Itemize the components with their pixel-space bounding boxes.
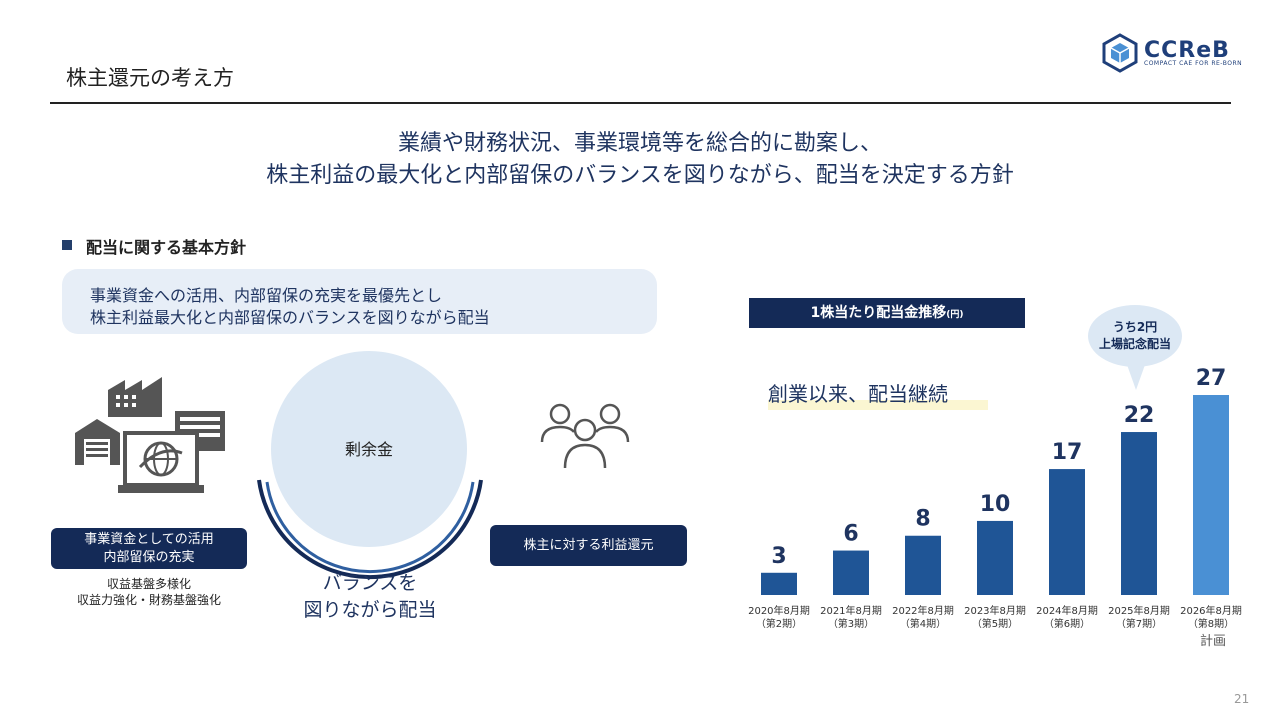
- bar-value-label-7: 27: [1196, 366, 1227, 391]
- category-label-7-1: 2026年8月期: [1180, 604, 1242, 617]
- category-label-6-1: 2025年8月期: [1108, 604, 1170, 617]
- bar-1: [761, 572, 797, 595]
- page-title: 株主還元の考え方: [66, 66, 234, 90]
- business-funds-line-1: 事業資金としての活用: [84, 532, 214, 547]
- policy-line-2: 株主利益最大化と内部留保のバランスを図りながら配当: [90, 308, 490, 327]
- section-heading: 配当に関する基本方針: [86, 238, 247, 257]
- ccreb-logo-icon: [1102, 33, 1138, 73]
- bubble-line-1: うち2円: [1112, 320, 1158, 334]
- bar-3: [905, 535, 941, 595]
- business-funds-line-2: 内部留保の充実: [103, 550, 195, 565]
- shareholder-return-box: 株主に対する利益還元: [490, 525, 687, 566]
- chart-title-unit: (円): [946, 310, 964, 320]
- category-label-7-2: （第8期）: [1188, 617, 1234, 630]
- factory-office-computer-icon: [75, 377, 225, 493]
- page-number: 21: [1234, 692, 1250, 706]
- chart-title-main: 1株当たり配当金推移: [810, 305, 947, 321]
- tagline-highlight: [768, 400, 988, 410]
- surplus-label: 剰余金: [344, 440, 393, 459]
- section-bullet-icon: [62, 240, 72, 250]
- category-label-3-1: 2022年8月期: [892, 604, 954, 617]
- dividend-bar-chart: 3 2020年8月期（第2期） 6 2021年8月期（第3期） 8 2022年8月期（第4…: [748, 366, 1242, 630]
- balance-arcs: [257, 479, 483, 579]
- business-funds-box: 事業資金としての活用 内部留保の充実: [51, 528, 247, 569]
- bubble-text: うち2円 上場記念配当: [1088, 319, 1182, 353]
- category-label-1-2: （第2期）: [756, 617, 802, 630]
- bar-4: [977, 520, 1013, 595]
- bubble-tail: [1126, 362, 1146, 390]
- logo-tagline: COMPACT CAE FOR RE-BORN: [1144, 60, 1243, 67]
- bar-value-label-6: 22: [1124, 403, 1155, 428]
- title-divider: [50, 102, 1231, 104]
- category-label-1-1: 2020年8月期: [748, 604, 810, 617]
- bar-value-label-1: 3: [771, 544, 786, 569]
- balance-line-2: 図りながら配当: [303, 599, 437, 621]
- balance-line-1: バランスを: [322, 572, 418, 594]
- headline-line-1: 業績や財務状況、事業環境等を総合的に勘案し、: [397, 131, 882, 156]
- chart-tagline: 創業以来、配当継続: [768, 382, 948, 406]
- bar-5: [1049, 469, 1085, 595]
- bar-7: [1193, 395, 1229, 595]
- category-label-4-1: 2023年8月期: [964, 604, 1026, 617]
- policy-line-1: 事業資金への活用、内部留保の充実を最優先とし: [90, 286, 443, 305]
- people-group-icon: [540, 403, 630, 469]
- logo-wordmark: CCReB: [1144, 38, 1230, 63]
- category-label-5-1: 2024年8月期: [1036, 604, 1098, 617]
- category-label-5-2: （第6期）: [1044, 617, 1090, 630]
- category-label-2-1: 2021年8月期: [820, 604, 882, 617]
- left-sub-line-2: 収益力強化・財務基盤強化: [76, 593, 221, 607]
- bar-2: [833, 550, 869, 595]
- bar-value-label-2: 6: [843, 522, 858, 547]
- bar-6: [1121, 432, 1157, 595]
- bar-value-label-3: 8: [915, 507, 930, 532]
- category-label-3-2: （第4期）: [900, 617, 946, 630]
- bar-value-label-5: 17: [1052, 440, 1083, 465]
- category-label-4-2: （第5期）: [972, 617, 1018, 630]
- category-label-2-2: （第3期）: [828, 617, 874, 630]
- bubble-line-2: 上場記念配当: [1098, 337, 1171, 351]
- surplus-circle: [271, 351, 467, 547]
- chart-title: 1株当たり配当金推移(円): [749, 298, 1025, 328]
- plan-footnote: 計画: [1199, 634, 1226, 649]
- headline-line-2: 株主利益の最大化と内部留保のバランスを図りながら、配当を決定する方針: [266, 163, 1014, 188]
- left-sub-line-1: 収益基盤多様化: [106, 577, 191, 591]
- policy-panel: [62, 269, 657, 334]
- commemorative-bubble: [1088, 305, 1182, 367]
- bar-value-label-4: 10: [980, 492, 1011, 517]
- category-label-6-2: （第7期）: [1116, 617, 1162, 630]
